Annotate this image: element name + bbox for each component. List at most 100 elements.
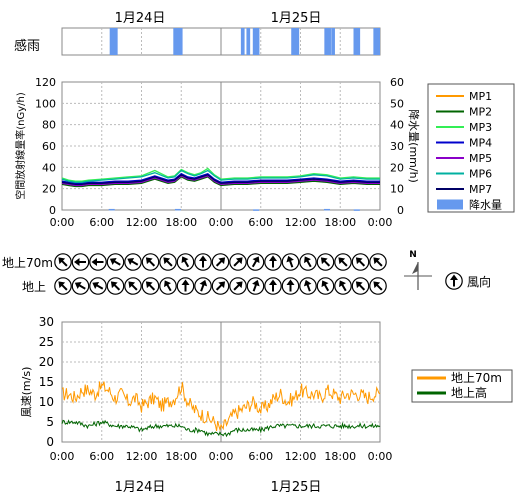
arrow-head bbox=[163, 257, 171, 265]
chart2-xtick-label: 0:00 bbox=[368, 450, 393, 463]
arrow-shaft bbox=[375, 259, 383, 267]
arrow-shaft bbox=[130, 260, 139, 266]
date-label-top-0: 1月24日 bbox=[115, 11, 166, 26]
compass-north-label: N bbox=[409, 250, 417, 260]
arrow-shaft bbox=[113, 260, 121, 266]
chart1-xtick-label: 0:00 bbox=[50, 216, 75, 229]
direction-arrow bbox=[338, 257, 348, 267]
arrow-head bbox=[321, 280, 329, 288]
chart1-xtick-label: 6:00 bbox=[248, 216, 273, 229]
rain-sense-bar bbox=[373, 28, 380, 55]
direction-arrow bbox=[321, 280, 330, 292]
arrow-head bbox=[252, 256, 260, 264]
direction-arrow bbox=[355, 281, 366, 291]
direction-arrow bbox=[215, 257, 226, 267]
wind-direction-icon bbox=[316, 277, 335, 295]
wind-direction-icon bbox=[246, 253, 265, 271]
series-line-MP3 bbox=[61, 167, 380, 182]
chart2-ytick-label: 20 bbox=[39, 355, 54, 369]
arrow-shaft bbox=[78, 284, 86, 290]
direction-arrow bbox=[74, 258, 86, 266]
legend-label-MP6: MP6 bbox=[469, 168, 492, 181]
chart1-ytick-label: 0 bbox=[49, 204, 56, 217]
arrow-head bbox=[218, 257, 226, 265]
arrow-head bbox=[252, 279, 260, 287]
direction-arrow bbox=[199, 279, 208, 292]
direction-arrow bbox=[181, 256, 190, 268]
arrow-shaft bbox=[340, 259, 348, 267]
arrow-shaft bbox=[251, 259, 258, 268]
chart1-xtick-label: 6:00 bbox=[89, 216, 114, 229]
legend1-box bbox=[427, 83, 515, 213]
wind-direction-icon bbox=[159, 253, 177, 271]
direction-arrow bbox=[199, 255, 207, 268]
arrow-head bbox=[145, 257, 153, 265]
arrow-shaft bbox=[148, 259, 156, 267]
chart1-xtick-label: 12:00 bbox=[285, 216, 317, 229]
direction-arrow bbox=[303, 279, 312, 292]
legend-swatch-rain bbox=[437, 199, 463, 210]
arrow-shaft bbox=[215, 283, 223, 291]
rain-sense-label: 感雨 bbox=[14, 38, 40, 54]
direction-arrow bbox=[110, 281, 121, 291]
direction-row-label-d70: 地上70m bbox=[2, 256, 53, 270]
radiation-chart: 0 20 40 60 80 100 120 0 10 20 30 40 50 60 0:00 6:00 12:0… bbox=[14, 76, 421, 229]
arrow-shaft bbox=[323, 283, 330, 292]
chart1-y2tick-label: 0 bbox=[397, 204, 404, 217]
arrow-shaft bbox=[60, 283, 68, 291]
chart1-ylabel: 空間放射線量率(nGy/h) bbox=[14, 92, 27, 200]
rain-sense-bar bbox=[353, 28, 361, 55]
date-label-top-1: 1月25日 bbox=[271, 11, 322, 26]
chart1-ytick-label: 120 bbox=[35, 76, 56, 89]
arrow-head bbox=[355, 281, 363, 289]
direction-arrow bbox=[233, 281, 243, 291]
wind-direction-icon bbox=[124, 253, 142, 271]
arrow-shaft bbox=[306, 283, 311, 292]
legend-label-MP2: MP2 bbox=[469, 106, 492, 119]
arrow-head bbox=[145, 281, 153, 289]
arrow-head bbox=[304, 256, 311, 264]
arrow-shaft bbox=[375, 283, 383, 291]
direction-arrow bbox=[127, 258, 139, 266]
wind-direction-icon bbox=[71, 277, 90, 295]
direction-arrow bbox=[58, 257, 68, 267]
rain-bar bbox=[353, 209, 360, 211]
arrow-head bbox=[127, 258, 135, 265]
direction-arrow bbox=[252, 279, 260, 292]
arrow-head bbox=[338, 257, 346, 265]
chart2-ytick-label: 5 bbox=[46, 415, 54, 429]
direction-arrow bbox=[164, 280, 172, 292]
date-labels-top: 1月24日 1月25日 bbox=[115, 11, 322, 26]
series-line-MP6 bbox=[61, 169, 380, 183]
chart1-xtick-label: 0:00 bbox=[368, 216, 393, 229]
direction-arrow bbox=[128, 281, 138, 291]
chart1-ytick-label: 40 bbox=[42, 161, 56, 174]
arrow-shaft bbox=[113, 283, 121, 291]
rain-sense-bar bbox=[173, 28, 183, 55]
legend-label-wind70: 地上70m bbox=[451, 371, 502, 385]
direction-row-label-dg: 地上 bbox=[22, 280, 46, 294]
direction-arrow bbox=[58, 281, 68, 291]
wind-direction-icon bbox=[106, 277, 125, 295]
arrow-shaft bbox=[233, 283, 241, 291]
wind-direction-icon bbox=[264, 277, 282, 295]
arrow-head bbox=[199, 255, 207, 261]
arrow-head bbox=[181, 256, 189, 264]
legend-label-MP4: MP4 bbox=[469, 137, 492, 150]
direction-arrow bbox=[145, 281, 156, 291]
wind-direction-icon bbox=[229, 253, 247, 271]
arrow-head bbox=[92, 282, 100, 289]
wind-direction-icon bbox=[159, 277, 177, 295]
series-line-MP5 bbox=[61, 175, 380, 187]
arrow-shaft bbox=[183, 259, 190, 268]
wind-direction-icon bbox=[194, 253, 212, 271]
chart2-ytick-label: 25 bbox=[39, 335, 54, 349]
legend-label-windGround: 地上高 bbox=[451, 385, 487, 400]
rain-sense-bar bbox=[325, 28, 330, 55]
legend-label-MP7: MP7 bbox=[469, 183, 492, 196]
arrow-head bbox=[164, 280, 171, 288]
direction-arrow bbox=[92, 282, 104, 290]
direction-arrow bbox=[373, 281, 383, 291]
direction-arrow bbox=[269, 255, 277, 268]
arrow-shaft bbox=[358, 259, 366, 267]
